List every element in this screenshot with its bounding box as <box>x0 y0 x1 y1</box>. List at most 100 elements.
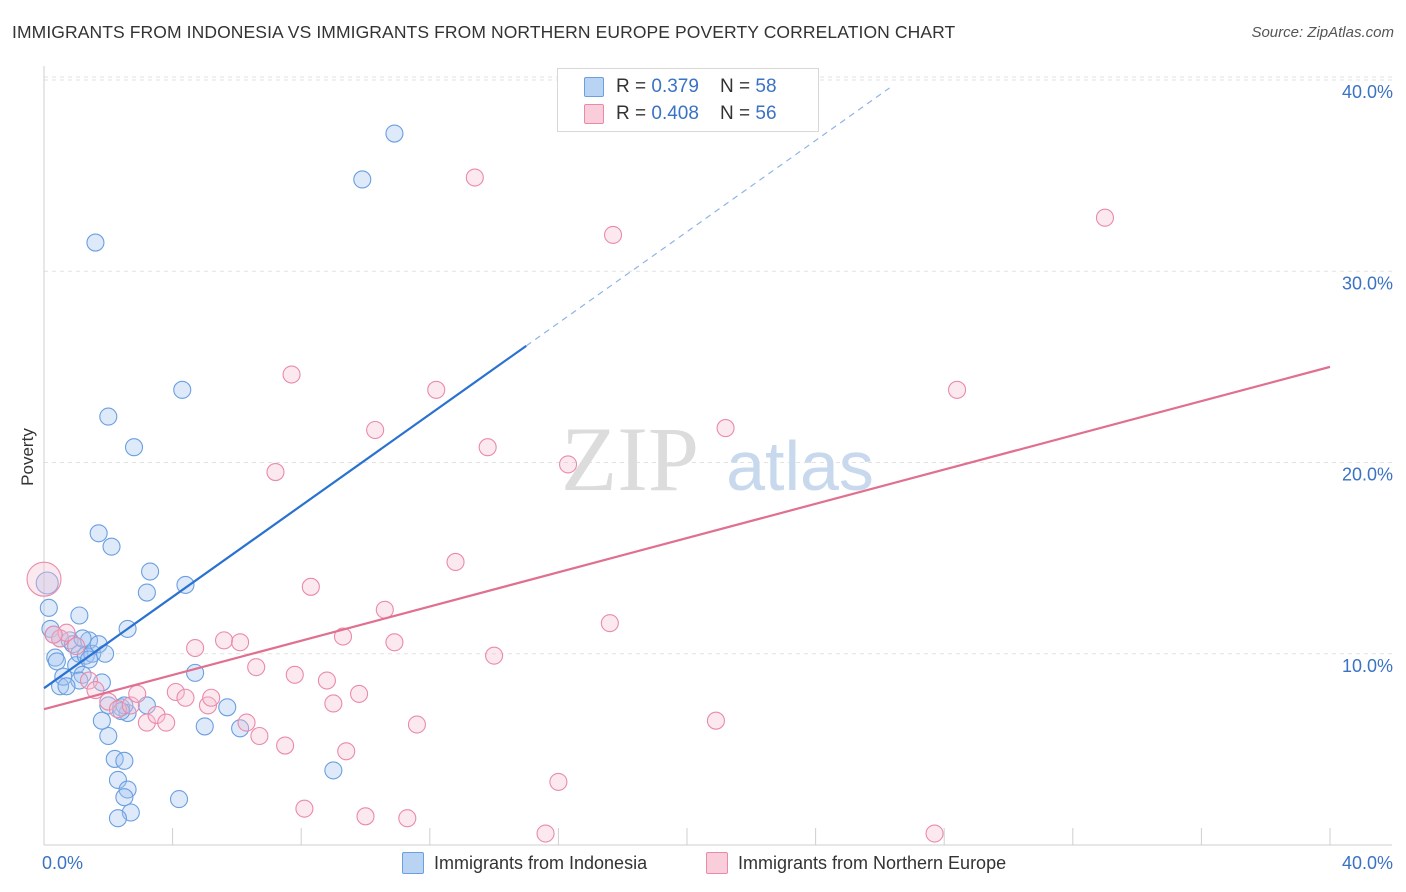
stats-swatch-indonesia <box>584 77 604 97</box>
n-label: N = <box>720 103 756 124</box>
legend-swatch-northern-europe <box>706 852 728 874</box>
northern-europe-point <box>247 658 266 677</box>
stats-box: R = 0.379 N = 58 R = 0.408 N = 56 <box>557 68 819 132</box>
indonesia-point <box>108 809 127 828</box>
trend-lines <box>43 87 1331 711</box>
northern-europe-point <box>214 631 234 650</box>
r-value: 0.379 <box>651 76 699 97</box>
indonesia-point <box>102 537 121 556</box>
indonesia-point <box>112 702 131 721</box>
northern-europe-point <box>465 168 484 187</box>
northern-europe-point <box>324 694 343 713</box>
northern-europe-point <box>26 561 62 597</box>
northern-europe-point <box>237 713 256 732</box>
indonesia-point <box>35 571 59 595</box>
northern-europe-point <box>398 809 417 828</box>
indonesia-point <box>39 598 58 617</box>
indonesia-point <box>99 726 118 746</box>
northern-europe-point <box>485 646 504 665</box>
northern-europe-point <box>157 713 176 732</box>
northern-europe-point <box>67 637 86 656</box>
indonesia-point <box>124 438 144 457</box>
northern-europe-point <box>121 696 140 715</box>
northern-europe-trend-line <box>43 365 1331 711</box>
northern-europe-point <box>128 684 147 703</box>
northern-europe-point <box>301 577 320 596</box>
indonesia-trend-extension <box>525 87 890 347</box>
stats-swatch-northern-europe <box>584 104 604 124</box>
northern-europe-point <box>147 705 166 725</box>
n-value: 56 <box>755 103 777 124</box>
chart-title: IMMIGRANTS FROM INDONESIA VS IMMIGRANTS … <box>12 22 956 42</box>
indonesia-point <box>173 380 192 399</box>
source-label: Source: ZipAtlas.com <box>1251 24 1394 41</box>
x-tick-label-min: 0.0% <box>42 853 83 873</box>
northern-europe-point <box>350 684 369 703</box>
indonesia-point <box>218 698 237 717</box>
northern-europe-point <box>948 380 967 399</box>
northern-europe-point <box>202 688 221 707</box>
data-points <box>26 124 1114 843</box>
indonesia-point <box>176 575 195 594</box>
grid-lines <box>44 76 1392 655</box>
northern-europe-point <box>250 726 269 746</box>
northern-europe-point <box>558 455 578 474</box>
indonesia-point <box>89 524 108 543</box>
indonesia-point <box>70 606 89 625</box>
indonesia-point <box>141 562 160 581</box>
indonesia-point <box>195 717 214 736</box>
indonesia-point <box>169 790 189 809</box>
indonesia-point <box>99 407 118 426</box>
northern-europe-point <box>385 633 404 652</box>
indonesia-point <box>86 233 105 252</box>
northern-europe-point <box>333 627 353 646</box>
northern-europe-point <box>375 600 394 619</box>
legend-label-indonesia: Immigrants from Indonesia <box>434 852 648 873</box>
y-tick-label: 10.0% <box>1342 656 1393 676</box>
northern-europe-point <box>600 614 619 633</box>
y-tick-label: 30.0% <box>1342 273 1393 293</box>
northern-europe-point <box>276 736 295 755</box>
northern-europe-point <box>337 742 356 761</box>
indonesia-point <box>115 751 134 770</box>
northern-europe-point <box>231 633 250 652</box>
northern-europe-point <box>1095 208 1114 227</box>
indonesia-point <box>57 677 76 696</box>
indonesia-point <box>73 629 92 648</box>
y-tick-label: 20.0% <box>1342 465 1393 485</box>
northern-europe-point <box>427 380 446 399</box>
watermark-atlas: atlas <box>726 427 874 505</box>
northern-europe-point <box>407 715 426 734</box>
northern-europe-point <box>536 824 555 843</box>
northern-europe-point <box>282 365 301 384</box>
northern-europe-point <box>79 671 99 690</box>
northern-europe-point <box>356 807 375 826</box>
northern-europe-point <box>166 682 185 702</box>
northern-europe-point <box>186 638 205 658</box>
northern-europe-point <box>706 711 725 730</box>
northern-europe-point <box>366 420 385 440</box>
indonesia-point <box>324 761 343 780</box>
indonesia-point <box>92 711 111 730</box>
y-tick-label: 40.0% <box>1342 82 1393 102</box>
northern-europe-point <box>925 824 944 843</box>
indonesia-point <box>108 770 127 790</box>
northern-europe-point <box>716 419 735 438</box>
northern-europe-point <box>549 772 568 791</box>
legend-item-indonesia[interactable]: Immigrants from Indonesia <box>402 852 647 874</box>
r-label: R = <box>616 76 652 97</box>
legend-item-northern-europe[interactable]: Immigrants from Northern Europe <box>706 852 1006 874</box>
legend-swatch-indonesia <box>402 852 424 874</box>
axes <box>43 66 1392 846</box>
legend-label-northern-europe: Immigrants from Northern Europe <box>738 852 1007 873</box>
northern-europe-point <box>446 552 465 572</box>
northern-europe-point <box>478 438 497 457</box>
northern-europe-point <box>317 671 336 690</box>
northern-europe-point <box>604 225 623 244</box>
northern-europe-point <box>295 799 314 818</box>
indonesia-trend-line <box>43 344 527 690</box>
y-axis-label: Poverty <box>18 428 37 486</box>
indonesia-point <box>385 124 404 143</box>
tick-labels: 10.0% 20.0% 30.0% 40.0% 0.0% 40.0% <box>42 82 1393 873</box>
